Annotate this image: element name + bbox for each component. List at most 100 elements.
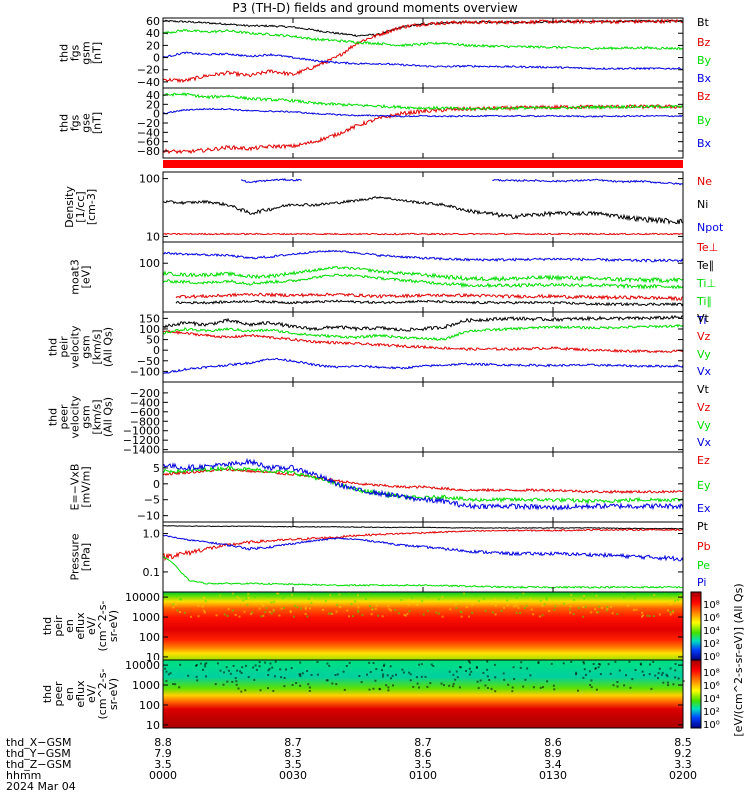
x-axis-row-label: thd_Y−GSM [6, 747, 71, 760]
x-axis-date: 2024 Mar 04 [6, 780, 76, 793]
y-axis-label-line: (cm^2-s- [96, 601, 109, 652]
colorbar-1 [690, 591, 702, 661]
y-tick-label: 20 [146, 39, 160, 52]
legend-entry: Npot [697, 221, 724, 234]
series-Vz [163, 329, 683, 354]
panel-temp: moat3[eV] [69, 241, 684, 313]
y-tick-label: 1000 [132, 611, 160, 624]
y-axis-label-line: E=−VxB [69, 464, 82, 511]
y-tick-label: −800 [130, 415, 160, 428]
y-tick-label: 0 [153, 108, 160, 121]
series-By [163, 28, 683, 51]
legend-entry: Vt [697, 312, 710, 325]
legend-entry: Ez [697, 454, 710, 467]
chart-title: P3 (TH-D) fields and ground moments over… [232, 1, 518, 15]
y-tick-label: −100 [130, 365, 160, 378]
legend-entry: Pe [697, 559, 710, 572]
y-tick-label: 0 [153, 52, 160, 65]
y-axis-label-line: thd [47, 338, 60, 356]
y-axis-label-line: [nPa] [80, 543, 93, 571]
x-axis-value: 7.9 [154, 747, 172, 760]
legend-entry: By [697, 114, 712, 127]
y-tick-label: −40 [137, 76, 160, 89]
x-axis-value: 8.9 [544, 747, 562, 760]
x-axis-row-label: thd_Z−GSM [6, 758, 72, 771]
x-axis-row-label: thd_X−GSM [6, 736, 72, 749]
y-axis-label-line: sr-eV) [107, 678, 120, 710]
colorbar-2 [690, 659, 702, 729]
y-axis-label-line: thd [58, 44, 71, 62]
legend-entry: Bz [697, 36, 711, 49]
y-tick-label: 100 [139, 257, 160, 270]
x-axis-row-label: hhmm [6, 769, 41, 782]
y-axis-label-line: en [63, 619, 76, 633]
y-tick-label: −200 [130, 387, 160, 400]
series-Ti⊥ [163, 265, 683, 284]
y-axis-label-line: fgs [69, 114, 82, 131]
x-axis-value: 8.6 [414, 747, 432, 760]
colorbar-tick-label: 10⁰ [703, 720, 720, 731]
series-Ex [163, 457, 683, 512]
series-Pi [163, 534, 683, 562]
y-tick-label: 100 [139, 323, 160, 336]
y-tick-label: −20 [137, 64, 160, 77]
y-axis-label-line: thd [58, 114, 71, 132]
y-tick-label: 0.1 [143, 566, 161, 579]
y-tick-label: 10 [146, 719, 160, 732]
x-axis-value: 3.5 [284, 758, 302, 771]
x-axis-value: 3.5 [414, 758, 432, 771]
y-axis-label-line: velocity [69, 395, 82, 438]
series-Npot [492, 178, 683, 186]
y-tick-label: 50 [146, 334, 160, 347]
y-tick-label: 10 [146, 230, 160, 243]
y-axis-label-line: velocity [69, 325, 82, 368]
legend-entry: Vt [697, 383, 710, 396]
panel-frame [162, 381, 684, 453]
y-axis-label-line: [km/s] [91, 329, 104, 364]
y-axis-label-line: thd [41, 617, 54, 635]
y-axis-label-line: fgs [69, 44, 82, 61]
legend-entry: Vy [697, 348, 711, 361]
y-axis-label-line: moat3 [69, 259, 82, 295]
panel-frame [162, 17, 684, 89]
y-axis-label: Pressure[nPa] [69, 533, 93, 580]
legend-entry: Pb [697, 540, 711, 553]
y-axis-label-line: (All Qs) [102, 397, 115, 437]
colorbar-tick-label: 10⁴ [703, 626, 720, 637]
y-axis-label-line: eflux [74, 612, 87, 640]
y-tick-label: −50 [137, 355, 160, 368]
series-Pe [163, 556, 683, 589]
x-axis-value: 3.4 [544, 758, 562, 771]
y-tick-label: −1400 [123, 444, 160, 457]
y-axis-label-line: peer [58, 404, 71, 430]
x-axis-value: 0030 [279, 769, 307, 782]
legend-entry: Ti⊥ [696, 277, 716, 290]
y-axis-label-line: [eV] [80, 266, 93, 289]
y-axis-label-line: thd [47, 408, 60, 426]
series-Vx [163, 357, 683, 374]
legend-entry: Pt [697, 520, 709, 533]
colorbar-tick-label: 10⁰ [703, 652, 720, 663]
x-axis-value: 8.7 [284, 736, 302, 749]
legend-entry: Ti∥ [696, 295, 712, 308]
y-axis-label-line: peir [52, 615, 65, 637]
y-axis-label-line: gsm [80, 335, 93, 358]
x-axis-value: 8.8 [154, 736, 172, 749]
series-Ez [163, 467, 683, 495]
y-tick-label: 20 [146, 98, 160, 111]
legend-entry: Bx [697, 72, 712, 85]
y-tick-label: 5 [153, 462, 160, 475]
series-Ti∥ [163, 273, 683, 290]
y-tick-label: 0 [153, 478, 160, 491]
legend-entry: Vx [697, 365, 712, 378]
x-axis-value: 3.3 [674, 758, 692, 771]
y-tick-label: 1.0 [143, 528, 161, 541]
y-tick-label: 40 [146, 89, 160, 102]
colorbar-tick-label: 10² [703, 639, 720, 650]
series-Pt [163, 525, 683, 530]
